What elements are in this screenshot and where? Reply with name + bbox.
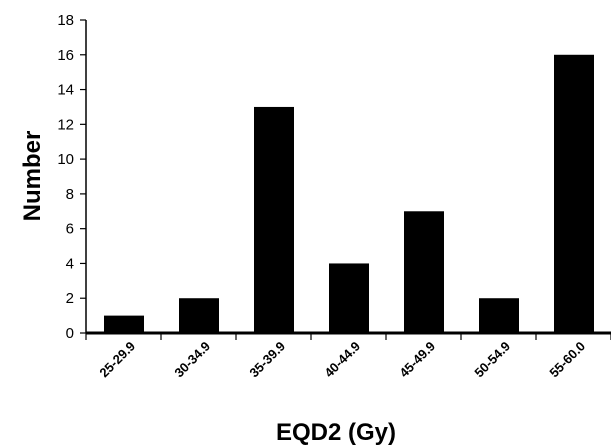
bar-35-39.9 — [254, 106, 294, 333]
y-axis-title: Number — [19, 131, 46, 222]
y-tick-label: 6 — [66, 221, 74, 238]
x-tick-label: 45-49.9 — [396, 339, 438, 381]
x-tick-label: 25-29.9 — [96, 339, 138, 381]
y-tick-label: 18 — [57, 12, 74, 29]
y-tick-label: 16 — [57, 47, 74, 64]
y-tick-label: 10 — [57, 151, 74, 168]
bar-40-44.9 — [329, 263, 369, 333]
y-tick-label: 0 — [66, 325, 74, 342]
x-tick-label: 50-54.9 — [471, 339, 513, 381]
y-tick-label: 4 — [66, 255, 74, 272]
x-axis-title: EQD2 (Gy) — [276, 419, 396, 446]
bar-30-34.9 — [179, 298, 219, 333]
y-tick-label: 8 — [66, 186, 74, 203]
y-tick-label: 14 — [57, 82, 74, 99]
y-axis-ticks: 0 2 4 6 8 10 12 14 16 18 — [57, 12, 86, 342]
x-tick-label: 30-34.9 — [171, 339, 213, 381]
x-tick-label: 40-44.9 — [321, 339, 363, 381]
y-tick-label: 2 — [66, 290, 74, 307]
x-tick-label: 35-39.9 — [246, 339, 288, 381]
x-tick-label: 55-60.0 — [546, 339, 588, 381]
x-axis-ticks: 25-29.9 30-34.9 35-39.9 40-44.9 45-49.9 50-54… — [85, 333, 611, 381]
bar-25-29.9 — [104, 315, 144, 333]
bars — [104, 54, 594, 334]
bar-45-49.9 — [404, 211, 444, 333]
bar-50-54.9 — [479, 298, 519, 333]
y-tick-label: 12 — [57, 116, 74, 133]
bar-55-60.0 — [554, 54, 594, 334]
